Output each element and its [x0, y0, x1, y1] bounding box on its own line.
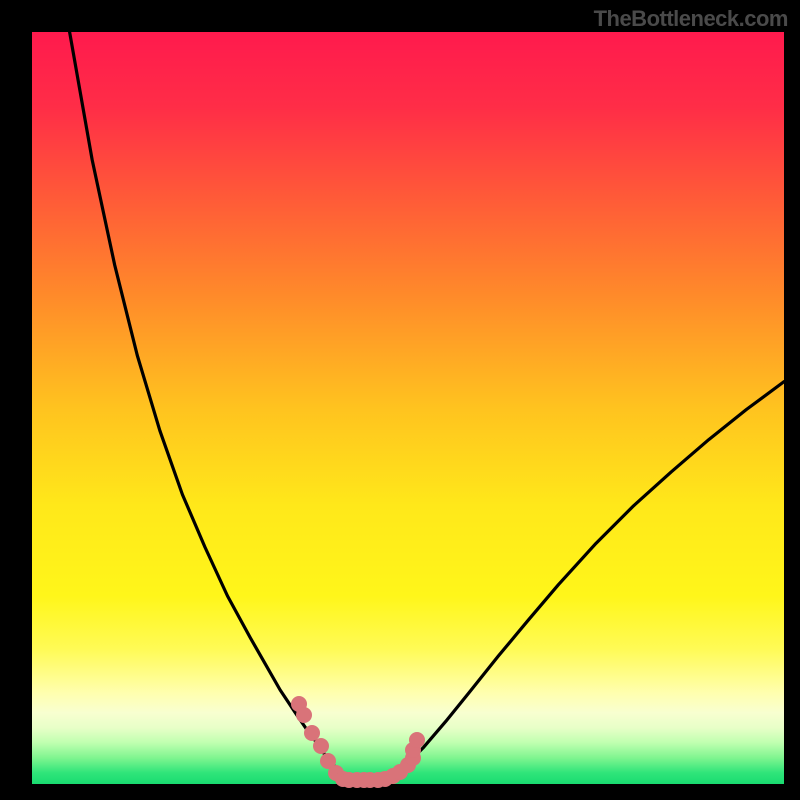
watermark-text: TheBottleneck.com — [594, 6, 788, 32]
scatter-point — [296, 707, 312, 723]
plot-area — [32, 32, 784, 784]
scatter-point — [409, 732, 425, 748]
chart-canvas: TheBottleneck.com — [0, 0, 800, 800]
curve-left — [70, 32, 371, 784]
scatter-point — [313, 738, 329, 754]
curves-layer — [32, 32, 784, 784]
curve-right — [370, 382, 784, 784]
